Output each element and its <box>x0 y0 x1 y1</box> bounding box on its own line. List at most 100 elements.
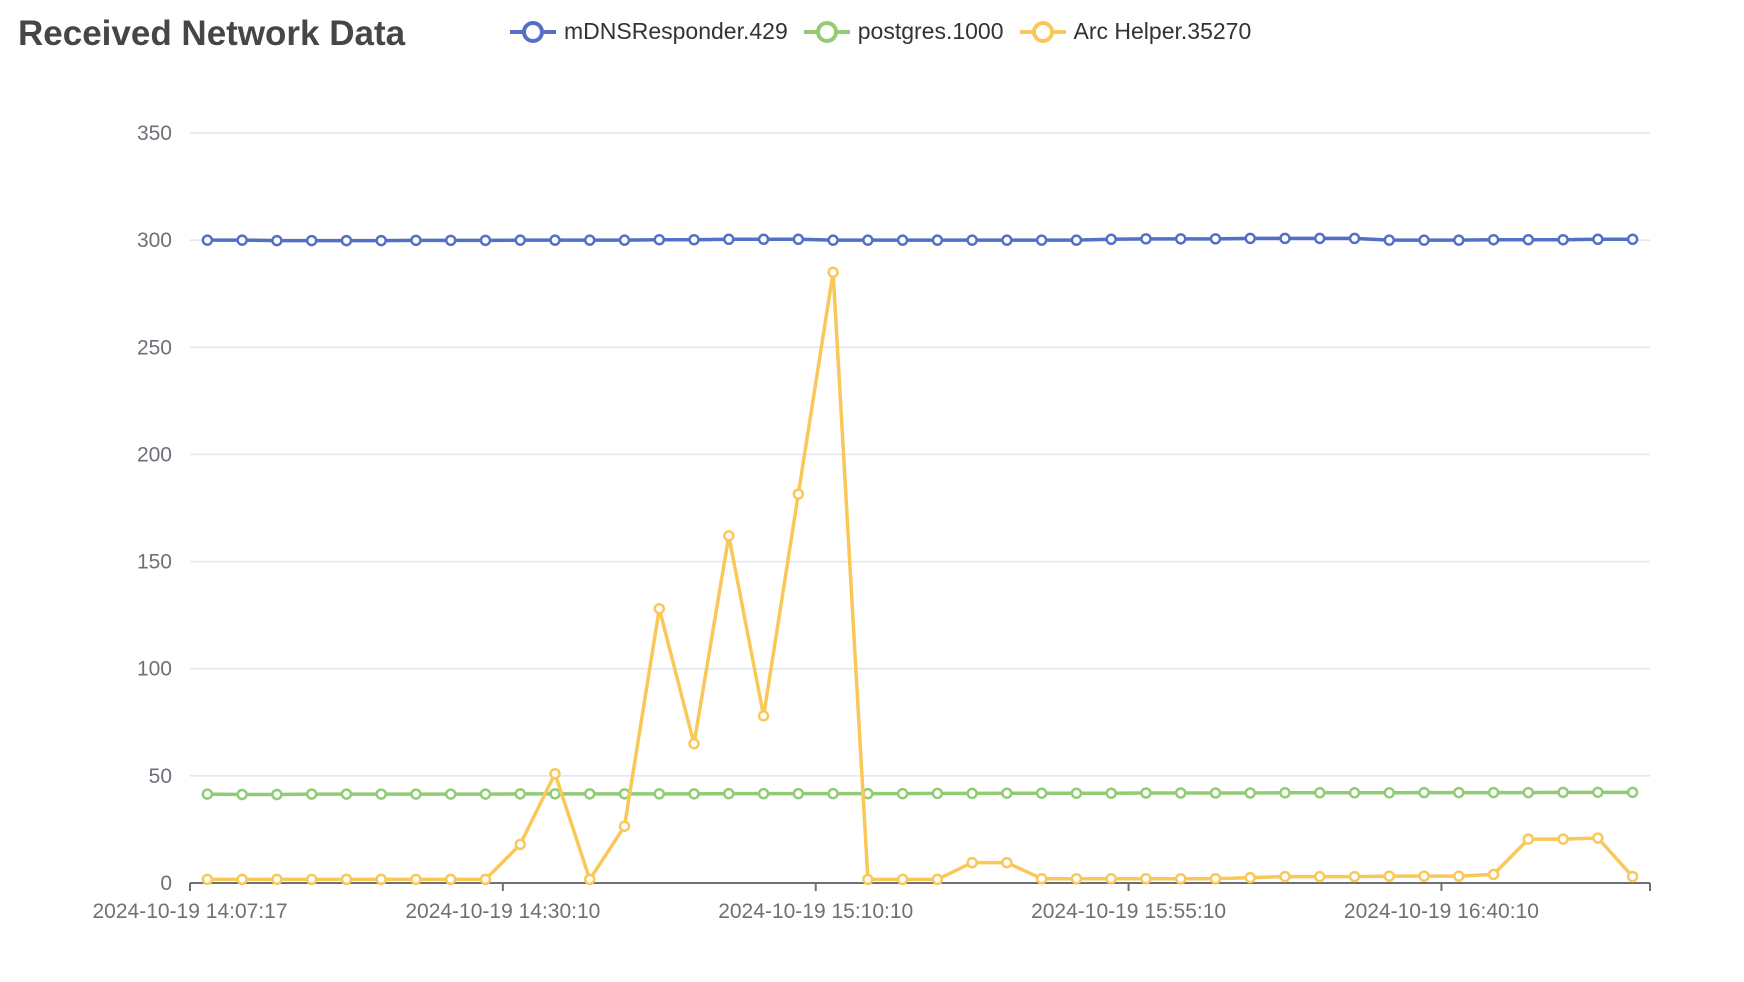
data-point <box>1418 870 1430 882</box>
data-point <box>1209 872 1222 885</box>
data-point <box>1626 870 1639 883</box>
x-tick-label: 2024-10-19 14:30:10 <box>405 900 600 923</box>
data-point <box>1070 234 1083 246</box>
data-point <box>1140 233 1152 245</box>
data-point <box>931 873 944 886</box>
data-point <box>757 710 770 722</box>
data-point <box>584 234 596 246</box>
data-point <box>444 873 457 886</box>
x-tick-label: 2024-10-19 15:10:10 <box>718 900 913 923</box>
data-point <box>1140 872 1152 885</box>
data-point <box>1348 232 1361 245</box>
data-point <box>1383 234 1396 246</box>
data-point <box>444 234 457 247</box>
data-point <box>584 788 596 800</box>
data-point <box>1279 870 1291 883</box>
data-point <box>1314 232 1326 245</box>
data-point <box>410 788 422 800</box>
series-2 <box>201 266 1639 886</box>
data-point <box>827 787 839 800</box>
legend-label: postgres.1000 <box>857 18 1004 44</box>
legend-label: mDNSResponder.429 <box>564 18 788 44</box>
data-point <box>792 787 805 800</box>
data-point <box>688 233 700 246</box>
data-point <box>896 787 909 800</box>
data-point <box>653 788 666 800</box>
data-point <box>514 838 526 851</box>
y-tick-label: 150 <box>137 551 172 574</box>
data-point <box>305 788 318 800</box>
data-point <box>479 873 492 886</box>
data-point <box>931 787 944 800</box>
data-point <box>1522 833 1535 845</box>
data-point <box>896 234 909 246</box>
data-point <box>201 234 214 246</box>
data-point <box>1105 787 1117 799</box>
data-point <box>584 873 596 886</box>
data-point <box>305 234 318 247</box>
data-point <box>340 788 353 800</box>
data-point <box>1279 787 1291 799</box>
data-point <box>410 873 422 886</box>
data-point <box>375 873 387 886</box>
series-line <box>207 270 1634 882</box>
legend-item-postgres[interactable]: postgres.1000 <box>803 18 1004 45</box>
data-point <box>271 873 283 886</box>
data-point <box>1592 786 1604 799</box>
data-point <box>723 233 735 246</box>
data-point <box>1418 786 1430 799</box>
data-point <box>1418 234 1430 246</box>
data-point <box>1348 870 1361 883</box>
data-point <box>827 234 839 246</box>
data-point <box>1244 232 1256 245</box>
data-point <box>688 737 700 750</box>
data-point <box>723 787 735 800</box>
data-point <box>1070 872 1083 885</box>
data-point <box>966 234 978 246</box>
data-point <box>1522 786 1535 799</box>
data-point <box>1070 787 1083 799</box>
data-point <box>1244 871 1256 884</box>
data-point <box>1626 233 1639 246</box>
data-point <box>1174 233 1187 245</box>
legend-item-mdnsresponder[interactable]: mDNSResponder.429 <box>510 18 788 45</box>
data-point <box>1314 787 1326 799</box>
legend-line-circle-icon <box>803 20 850 43</box>
data-point <box>1314 870 1326 883</box>
data-point <box>688 788 700 800</box>
y-tick-label: 350 <box>137 122 172 145</box>
data-point <box>931 234 944 246</box>
data-point <box>792 233 805 246</box>
data-point <box>1209 787 1222 799</box>
data-point <box>271 788 283 801</box>
legend-label: Arc Helper.35270 <box>1073 18 1252 44</box>
x-tick-label: 2024-10-19 15:55:10 <box>1031 900 1226 923</box>
data-point <box>1592 233 1604 246</box>
data-point <box>1105 872 1117 885</box>
data-point <box>201 788 214 800</box>
data-point <box>1105 233 1117 246</box>
data-point <box>827 266 839 279</box>
data-point <box>1453 786 1465 799</box>
data-point <box>653 233 666 246</box>
data-point <box>896 873 909 886</box>
x-axis: 2024-10-19 14:07:17 2024-10-19 14:30:10 20… <box>93 882 1651 923</box>
data-point <box>549 767 561 780</box>
legend-item-arc-helper[interactable]: Arc Helper.35270 <box>1019 18 1252 45</box>
data-point <box>966 856 978 869</box>
data-point <box>1487 786 1500 799</box>
data-point <box>757 233 770 246</box>
y-tick-label: 0 <box>160 872 172 895</box>
data-point <box>1174 787 1187 799</box>
data-point <box>1001 234 1013 246</box>
data-point <box>1244 787 1256 799</box>
data-point <box>410 234 422 247</box>
data-point <box>340 234 353 247</box>
series-0 <box>201 232 1639 247</box>
data-point <box>514 788 526 800</box>
data-point <box>1209 233 1222 245</box>
data-point <box>340 873 353 886</box>
data-point <box>1592 832 1604 844</box>
data-point <box>618 820 631 832</box>
